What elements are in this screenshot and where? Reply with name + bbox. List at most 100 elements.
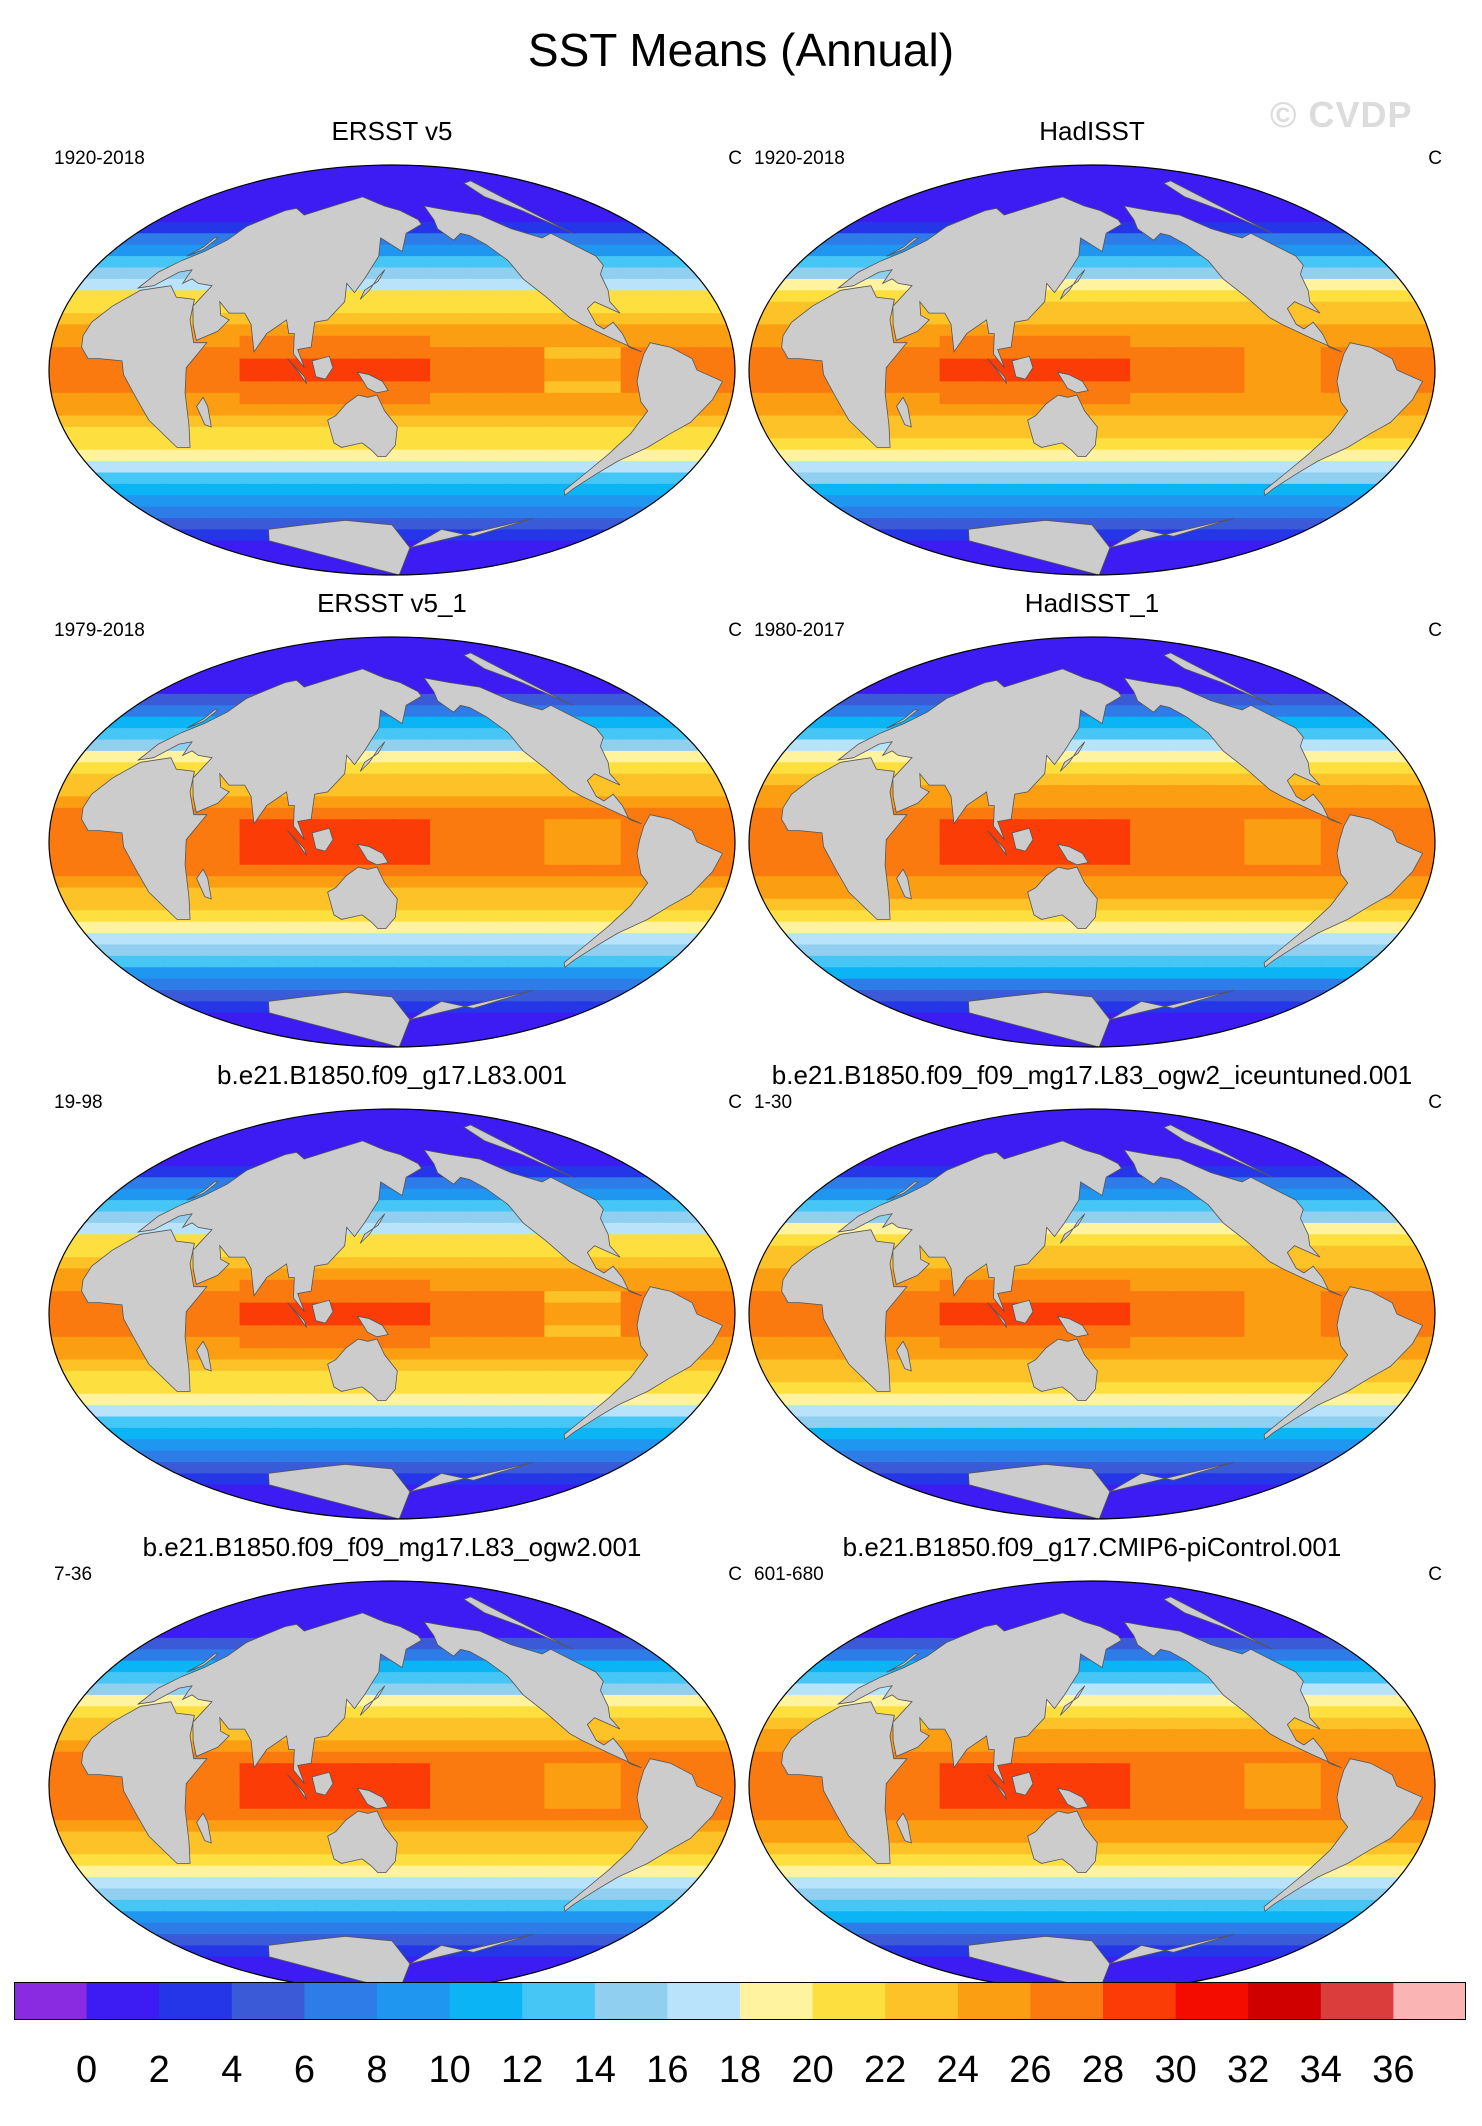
sst-cell: [1168, 1024, 1209, 1037]
sst-cell: [1130, 1592, 1171, 1605]
sst-cell: [87, 278, 128, 292]
sst-cell: [239, 187, 281, 200]
sst-cell: [353, 659, 395, 672]
sst-cell: [1015, 955, 1057, 969]
sst-cell: [1092, 267, 1133, 280]
sst-cell: [1320, 671, 1362, 684]
sst-cell: [201, 221, 243, 235]
sst-cell: [1358, 990, 1400, 1003]
sst-cell: [1168, 1211, 1209, 1224]
sst-cell: [901, 495, 943, 508]
sst-cell: [353, 1729, 395, 1742]
sst-cell: [315, 1439, 357, 1452]
sst-cell: [239, 1786, 281, 1799]
sst-cell: [125, 1012, 166, 1025]
sst-cell: [620, 978, 662, 991]
sst-cell: [863, 1484, 905, 1497]
sst-cell: [1244, 898, 1286, 912]
sst-cell: [1244, 1120, 1286, 1133]
sst-cell: [620, 244, 662, 257]
sst-cell: [506, 773, 548, 786]
sst-cell: [315, 1427, 357, 1441]
sst-cell: [87, 1302, 128, 1315]
sst-cell: [430, 933, 471, 946]
sst-cell: [1358, 1615, 1400, 1628]
sst-cell: [1130, 785, 1171, 798]
sst-cell: [353, 563, 395, 575]
sst-cell: [1092, 1507, 1133, 1519]
sst-cell: [863, 552, 905, 565]
sst-cell: [749, 728, 790, 741]
sst-cell: [1320, 506, 1362, 519]
sst-cell: [49, 1154, 90, 1167]
sst-cell: [430, 967, 471, 980]
sst-cell: [277, 381, 319, 394]
sst-cell: [620, 1956, 662, 1969]
sst-cell: [1092, 495, 1133, 508]
sst-cell: [582, 438, 624, 451]
sst-cell: [787, 1473, 828, 1486]
sst-cell: [696, 1268, 735, 1281]
sst-cell: [468, 773, 509, 786]
sst-cell: [87, 1131, 128, 1144]
sst-cell: [277, 887, 319, 900]
sst-cell: [544, 1473, 586, 1486]
sst-cell: [901, 1751, 943, 1764]
sst-cell: [392, 506, 433, 519]
sst-cell: [1130, 563, 1171, 575]
sst-cell: [239, 933, 281, 946]
sst-cell: [1092, 739, 1133, 752]
sst-cell: [125, 1877, 166, 1890]
sst-cell: [1092, 483, 1133, 497]
sst-cell: [125, 1001, 166, 1014]
sst-cell: [658, 1177, 700, 1190]
sst-cell: [863, 1165, 905, 1179]
sst-cell: [544, 1763, 586, 1776]
sst-cell: [1130, 990, 1171, 1003]
sst-cell: [49, 830, 90, 843]
sst-cell: [1320, 785, 1362, 798]
sst-cell: [353, 1740, 395, 1753]
sst-cell: [468, 1496, 509, 1509]
sst-cell: [392, 1109, 433, 1122]
sst-cell: [1130, 659, 1171, 672]
sst-cell: [1206, 1359, 1248, 1372]
sst-cell: [696, 404, 735, 417]
sst-cell: [49, 1911, 90, 1924]
sst-cell: [620, 221, 662, 235]
sst-cell: [749, 1012, 790, 1025]
sst-cell: [1015, 1291, 1057, 1304]
sst-cell: [392, 842, 433, 855]
sst-cell: [696, 1774, 735, 1787]
sst-cell: [1244, 1615, 1286, 1628]
sst-cell: [277, 978, 319, 991]
sst-cell: [582, 1370, 624, 1384]
sst-cell: [825, 1012, 866, 1025]
sst-cell: [787, 1012, 828, 1025]
sst-cell: [239, 199, 281, 212]
sst-cell: [1092, 1370, 1133, 1384]
sst-cell: [430, 1774, 471, 1787]
sst-cell: [696, 438, 735, 451]
sst-cell: [1168, 1416, 1209, 1429]
sst-cell: [1358, 1120, 1400, 1133]
sst-cell: [825, 199, 866, 212]
sst-cell: [1320, 176, 1362, 189]
sst-cell: [125, 1865, 166, 1878]
sst-cell: [863, 967, 905, 980]
sst-cell: [87, 1405, 128, 1418]
sst-cell: [544, 563, 586, 575]
sst-cell: [277, 1131, 319, 1144]
sst-cell: [239, 864, 281, 877]
sst-cell: [1130, 1484, 1171, 1497]
sst-cell: [787, 1603, 828, 1616]
sst-cell: [1206, 1257, 1248, 1270]
sst-cell: [620, 1012, 662, 1025]
sst-cell: [1130, 244, 1171, 257]
sst-cell: [696, 1177, 735, 1190]
sst-cell: [277, 944, 319, 957]
sst-cell: [696, 1234, 735, 1247]
sst-cell: [1092, 347, 1133, 360]
sst-cell: [87, 967, 128, 980]
sst-cell: [201, 1382, 243, 1395]
